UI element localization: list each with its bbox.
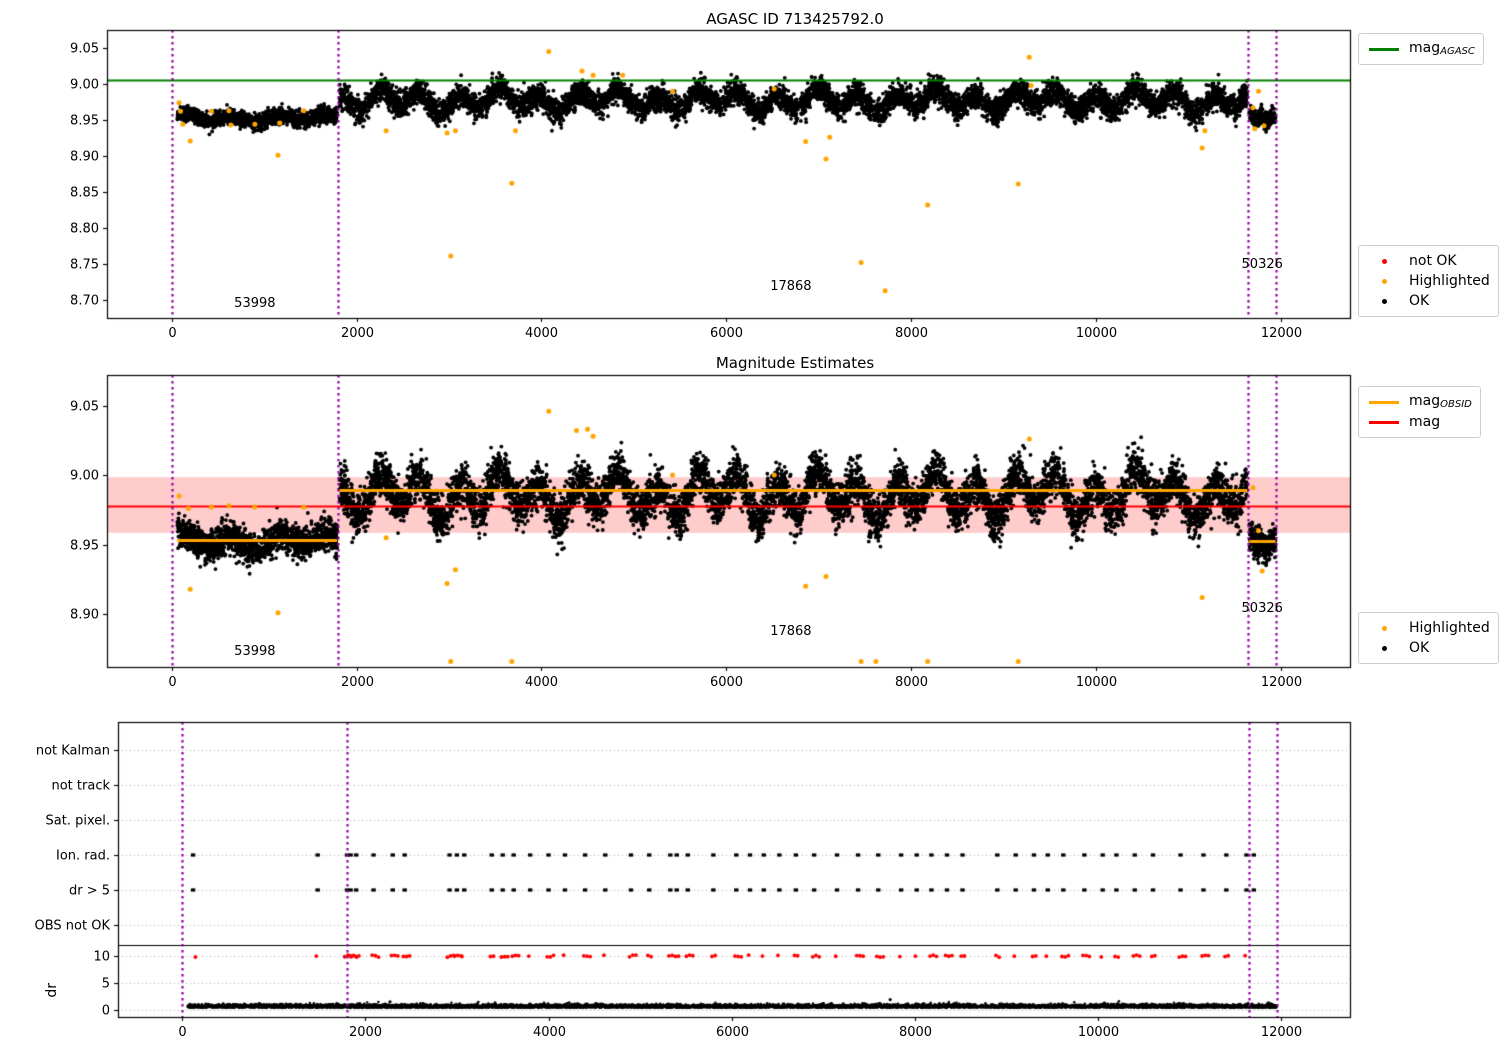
ytick-label-p1-1: 8.75 [70, 257, 99, 272]
xtick-label-p2-1: 2000 [340, 675, 375, 690]
legend-p2-markers-entry-0[interactable]: Highlighted [1367, 618, 1490, 638]
legend-p2-lines-label-1: mag [1409, 414, 1441, 430]
legend-panel1-markers: not OK Highlighted OK [1358, 245, 1499, 317]
legend-p2-lines-sublabel-0: OBSID [1440, 399, 1472, 411]
legend-p1-lines-entry-0[interactable]: magAGASC [1367, 39, 1475, 59]
legend-p2-lines-entry-1[interactable]: mag [1367, 412, 1472, 432]
xtick-label-p3-5: 10000 [1077, 1025, 1120, 1040]
legend-p2-lines-entry-0[interactable]: magOBSID [1367, 392, 1472, 412]
legend-p1-markers-entry-1[interactable]: Highlighted [1367, 271, 1490, 291]
xtick-label-p3-4: 8000 [898, 1025, 933, 1040]
legend-p2-markers-dot-swatch-1 [1367, 645, 1401, 651]
xtick-label-p1-6: 12000 [1260, 326, 1303, 341]
xtick-label-p3-3: 6000 [715, 1025, 750, 1040]
ytick-label-p2-1: 8.95 [70, 538, 99, 553]
obsid-annotation-50326-p1: 50326 [1241, 257, 1283, 272]
xtick-label-p2-6: 12000 [1260, 675, 1303, 690]
xtick-label-p3-1: 2000 [348, 1025, 383, 1040]
xtick-label-p1-2: 4000 [524, 326, 559, 341]
page-title: AGASC ID 713425792.0 [706, 10, 884, 28]
legend-p1-markers-dot-swatch-1 [1367, 278, 1401, 284]
legend-p1-markers-entry-0[interactable]: not OK [1367, 251, 1490, 271]
legend-p1-markers-label-1: Highlighted [1409, 273, 1490, 289]
legend-p2-markers-label-0: Highlighted [1409, 620, 1490, 636]
xtick-label-p2-0: 0 [168, 675, 177, 690]
legend-p1-lines-label-0: magAGASC [1409, 40, 1475, 58]
dot-marker-icon [1381, 278, 1387, 284]
xtick-label-p1-1: 2000 [340, 326, 375, 341]
legend-p1-markers-label-0: not OK [1409, 253, 1457, 269]
legend-panel2-lines: magOBSID mag [1358, 386, 1481, 438]
ytick-label-p1-7: 9.05 [70, 41, 99, 56]
xtick-label-p2-4: 8000 [894, 675, 929, 690]
dot-marker-icon [1381, 645, 1387, 651]
ytick-label-p1-5: 8.95 [70, 113, 99, 128]
ytick-label-p2-2: 9.00 [70, 468, 99, 483]
legend-p2-markers-entry-1[interactable]: OK [1367, 638, 1490, 658]
ytick-label-p1-3: 8.85 [70, 185, 99, 200]
obsid-annotation-50326-p2: 50326 [1241, 601, 1283, 616]
ytick-label-p1-6: 9.00 [70, 77, 99, 92]
obsid-annotation-53998-p2: 53998 [234, 644, 276, 659]
xtick-label-p3-0: 0 [178, 1025, 187, 1040]
legend-p1-markers-label-2: OK [1409, 293, 1430, 309]
dot-marker-icon [1381, 625, 1387, 631]
xtick-label-p1-4: 8000 [894, 326, 929, 341]
dr-ytick-label-1: 5 [101, 976, 110, 991]
xtick-label-p2-5: 10000 [1075, 675, 1118, 690]
legend-panel2-markers: Highlighted OK [1358, 612, 1499, 664]
xtick-label-p1-0: 0 [168, 326, 177, 341]
legend-p2-lines-line-swatch-0 [1367, 400, 1401, 404]
ytick-label-p2-3: 9.05 [70, 399, 99, 414]
dr-axis-label: dr [44, 982, 60, 998]
legend-p2-lines-line-swatch-1 [1367, 420, 1401, 424]
xtick-label-p1-5: 10000 [1075, 326, 1118, 341]
obsid-annotation-17868-p2: 17868 [770, 624, 812, 639]
xtick-label-p2-3: 6000 [709, 675, 744, 690]
legend-p1-markers-entry-2[interactable]: OK [1367, 291, 1490, 311]
legend-p2-markers-label-1: OK [1409, 640, 1430, 656]
xtick-label-p1-3: 6000 [709, 326, 744, 341]
ytick-label-p1-4: 8.90 [70, 149, 99, 164]
xtick-label-p2-2: 4000 [524, 675, 559, 690]
flag-row-label-5: OBS not OK [34, 918, 111, 933]
flag-row-label-2: Sat. pixel. [45, 813, 110, 828]
flag-row-label-3: Ion. rad. [56, 848, 110, 863]
flag-row-label-4: dr > 5 [68, 883, 110, 898]
dr-ytick-label-0: 0 [101, 1003, 110, 1018]
legend-p1-lines-line-swatch-0 [1367, 47, 1401, 51]
legend-p2-markers-dot-swatch-0 [1367, 625, 1401, 631]
legend-panel1-lines: magAGASC [1358, 33, 1484, 65]
panel2-title: Magnitude Estimates [715, 354, 875, 372]
dot-marker-icon [1381, 258, 1387, 264]
line-swatch-icon [1369, 47, 1399, 51]
legend-p2-lines-label-0: magOBSID [1409, 393, 1472, 411]
line-swatch-icon [1369, 400, 1399, 404]
ytick-label-p2-0: 8.90 [70, 607, 99, 622]
legend-p1-markers-dot-swatch-0 [1367, 258, 1401, 264]
line-swatch-icon [1369, 420, 1399, 424]
xtick-label-p3-6: 12000 [1260, 1025, 1303, 1040]
flag-row-label-1: not track [51, 778, 110, 793]
legend-p1-markers-dot-swatch-2 [1367, 298, 1401, 304]
flag-row-label-0: not Kalman [35, 743, 110, 758]
ytick-label-p1-2: 8.80 [70, 221, 99, 236]
dr-ytick-label-2: 10 [93, 949, 110, 964]
xtick-label-p3-2: 4000 [532, 1025, 567, 1040]
legend-p1-lines-sublabel-0: AGASC [1440, 46, 1475, 58]
obsid-annotation-17868-p1: 17868 [770, 279, 812, 294]
dot-marker-icon [1381, 298, 1387, 304]
ytick-label-p1-0: 8.70 [70, 293, 99, 308]
obsid-annotation-53998-p1: 53998 [234, 296, 276, 311]
